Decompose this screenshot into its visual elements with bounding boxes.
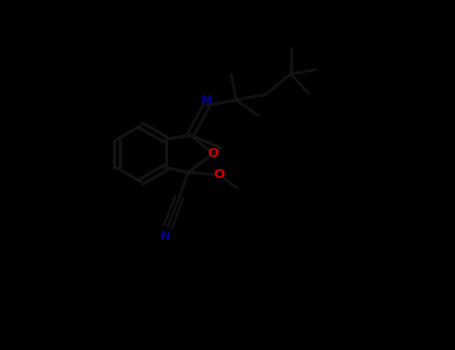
Text: O: O xyxy=(207,147,219,160)
Text: N: N xyxy=(160,230,171,243)
Text: N: N xyxy=(201,94,212,107)
Text: O: O xyxy=(213,168,224,181)
